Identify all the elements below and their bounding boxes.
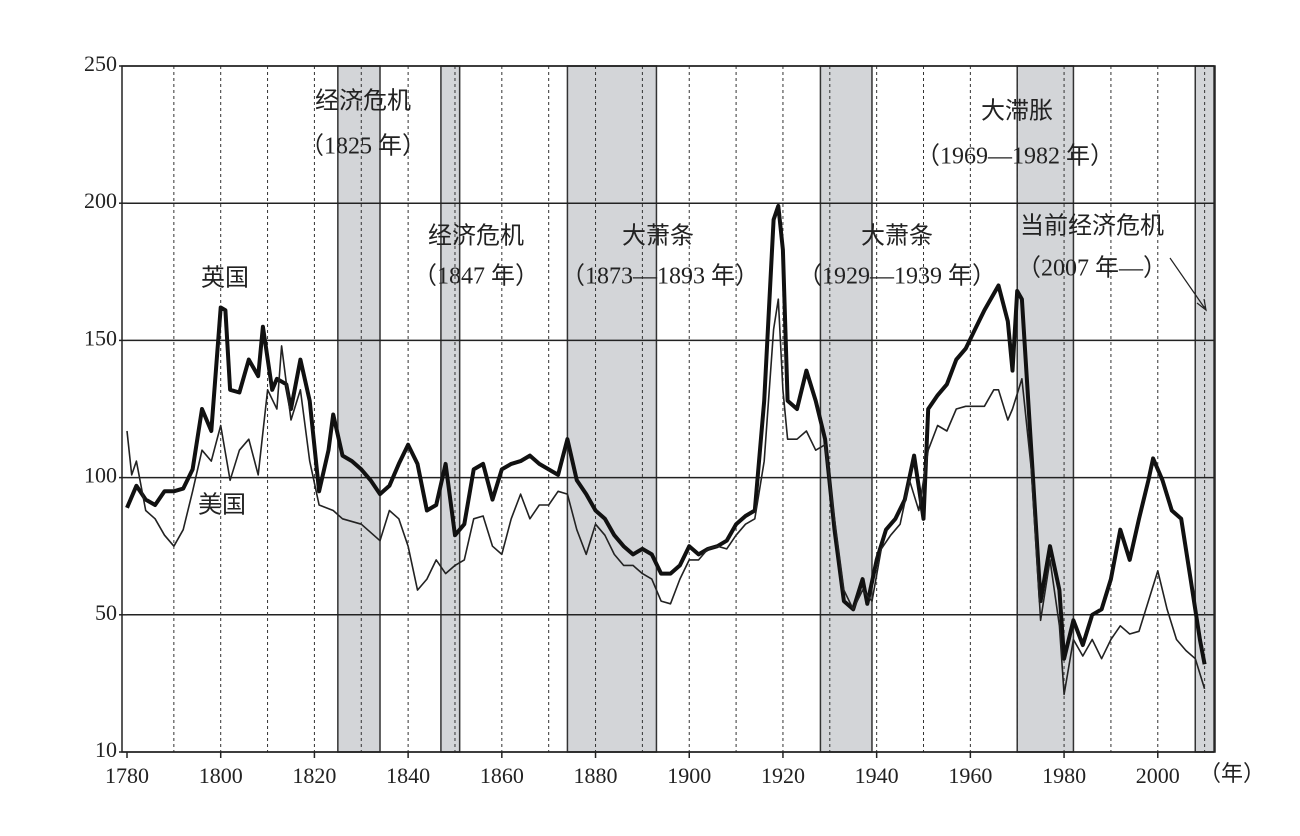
annotation: （1969—1982 年）: [916, 143, 1114, 170]
series-line: [125, 203, 1207, 665]
y-tick-label: 10: [95, 737, 117, 762]
arrow-head: [1196, 298, 1207, 312]
series-label: 美国: [198, 492, 246, 519]
annotation: （1929—1939 年）: [798, 263, 996, 290]
annotation: （2007 年—）: [1017, 255, 1167, 282]
annotation: 大萧条: [861, 223, 933, 250]
x-tick-label: 1840: [386, 763, 430, 788]
x-axis-label: （年）: [1199, 761, 1265, 786]
annotation: 当前经济危机: [1020, 213, 1164, 240]
annotation: 大滞胀: [981, 98, 1053, 125]
arrow: [1169, 257, 1207, 311]
annotation: （1825 年）: [300, 133, 426, 160]
annotation: （1847 年）: [413, 263, 539, 290]
x-tick-label: 1980: [1042, 763, 1086, 788]
annotation: 经济危机: [428, 223, 524, 250]
x-tick-label: 1960: [948, 763, 992, 788]
series-label: 英国: [201, 265, 249, 292]
x-tick-label: 1940: [855, 763, 899, 788]
x-tick-label: 1780: [105, 763, 149, 788]
shaded-period: [819, 65, 873, 753]
annotation: 经济危机: [315, 88, 411, 115]
x-tick-label: 2000: [1136, 763, 1180, 788]
annotation: （1873—1893 年）: [561, 263, 759, 290]
y-tick-label: 150: [84, 325, 117, 350]
x-tick-label: 1900: [667, 763, 711, 788]
x-tick-label: 1800: [199, 763, 243, 788]
y-tick-label: 100: [84, 463, 117, 488]
shaded-period: [566, 65, 658, 753]
x-tick-label: 1880: [574, 763, 618, 788]
series-line: [126, 298, 1206, 696]
y-tick-label: 50: [95, 600, 117, 625]
annotation: 大萧条: [622, 223, 694, 250]
plot-frame: [121, 65, 1216, 753]
y-tick-label: 250: [84, 51, 117, 76]
y-tick-label: 200: [84, 188, 117, 213]
shaded-period: [337, 65, 381, 753]
x-tick-label: 1920: [761, 763, 805, 788]
x-tick-label: 1820: [292, 763, 336, 788]
shaded-period: [440, 65, 461, 753]
x-tick-label: 1860: [480, 763, 524, 788]
